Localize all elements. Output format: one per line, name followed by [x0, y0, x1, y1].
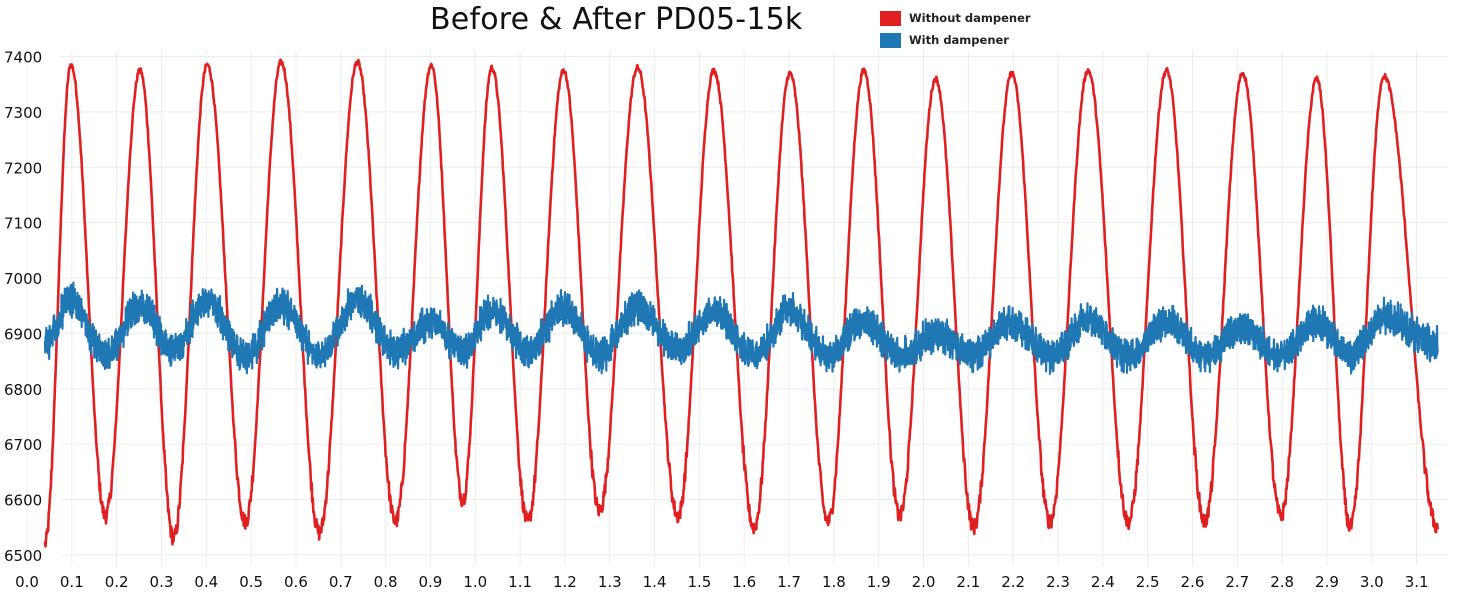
series-lines	[43, 58, 1439, 548]
x-tick-label: 0.6	[284, 573, 308, 591]
x-tick-label: 0.9	[419, 573, 443, 591]
y-tick-label: 6900	[4, 325, 42, 343]
y-tick-label: 6600	[4, 492, 42, 510]
legend-swatch-without-dampener	[880, 10, 901, 26]
x-tick-label: 1.8	[822, 573, 846, 591]
y-tick-label: 6500	[4, 547, 42, 565]
y-tick-label: 7200	[4, 159, 42, 177]
x-tick-label: 1.7	[777, 573, 801, 591]
legend-swatch-with-dampener	[880, 32, 901, 48]
y-tick-label: 6700	[4, 436, 42, 454]
x-tick-label: 2.4	[1091, 573, 1115, 591]
legend-item-without-dampener: Without dampener	[880, 7, 1031, 29]
x-tick-label: 0.2	[105, 573, 129, 591]
gridlines	[26, 51, 1448, 566]
y-tick-label: 7300	[4, 104, 42, 122]
x-tick-label: 2.5	[1136, 573, 1160, 591]
x-tick-label: 1.4	[643, 573, 667, 591]
x-tick-label: 1.0	[463, 573, 487, 591]
x-tick-label: 2.9	[1315, 573, 1339, 591]
y-tick-label: 7100	[4, 215, 42, 233]
x-tick-label: 2.3	[1046, 573, 1070, 591]
legend: Without dampener With dampener	[880, 7, 1031, 51]
y-tick-label: 7400	[4, 49, 42, 67]
y-tick-label: 7000	[4, 270, 42, 288]
y-tick-label: 6800	[4, 381, 42, 399]
x-tick-label: 1.2	[553, 573, 577, 591]
chart-title: Before & After PD05-15k	[430, 2, 803, 37]
series-line-with-dampener	[43, 281, 1439, 375]
x-tick-label: 2.0	[912, 573, 936, 591]
series-line-without-dampener	[43, 58, 1439, 548]
x-tick-label: 0.3	[150, 573, 174, 591]
x-tick-label: 0.1	[60, 573, 84, 591]
x-tick-label: 0.5	[239, 573, 263, 591]
x-tick-label: 1.3	[598, 573, 622, 591]
x-tick-label: 2.8	[1270, 573, 1294, 591]
x-tick-label: 2.7	[1225, 573, 1249, 591]
x-tick-label: 1.6	[732, 573, 756, 591]
x-tick-label: 0.7	[329, 573, 353, 591]
legend-label-with-dampener: With dampener	[909, 33, 1009, 47]
y-axis-ticks: 6500 6600 6700 6800 6900 7000 7100 7200 7300 7400	[4, 49, 42, 565]
x-tick-label: 3.1	[1405, 573, 1429, 591]
legend-label-without-dampener: Without dampener	[909, 11, 1031, 25]
x-tick-label: 2.6	[1181, 573, 1205, 591]
x-tick-label: 1.5	[687, 573, 711, 591]
x-tick-label: 1.9	[867, 573, 891, 591]
x-tick-label: 0.0	[15, 573, 39, 591]
legend-item-with-dampener: With dampener	[880, 29, 1031, 51]
x-tick-label: 3.0	[1360, 573, 1384, 591]
x-tick-label: 1.1	[508, 573, 532, 591]
x-tick-label: 0.8	[374, 573, 398, 591]
x-tick-label: 2.1	[956, 573, 980, 591]
x-tick-label: 0.4	[194, 573, 218, 591]
x-axis-ticks: 0.0 0.1 0.2 0.3 0.4 0.5 0.6 0.7 0.8 0.9 1.0 1.1 1.2 1…	[15, 573, 1428, 591]
x-tick-label: 2.2	[1001, 573, 1025, 591]
